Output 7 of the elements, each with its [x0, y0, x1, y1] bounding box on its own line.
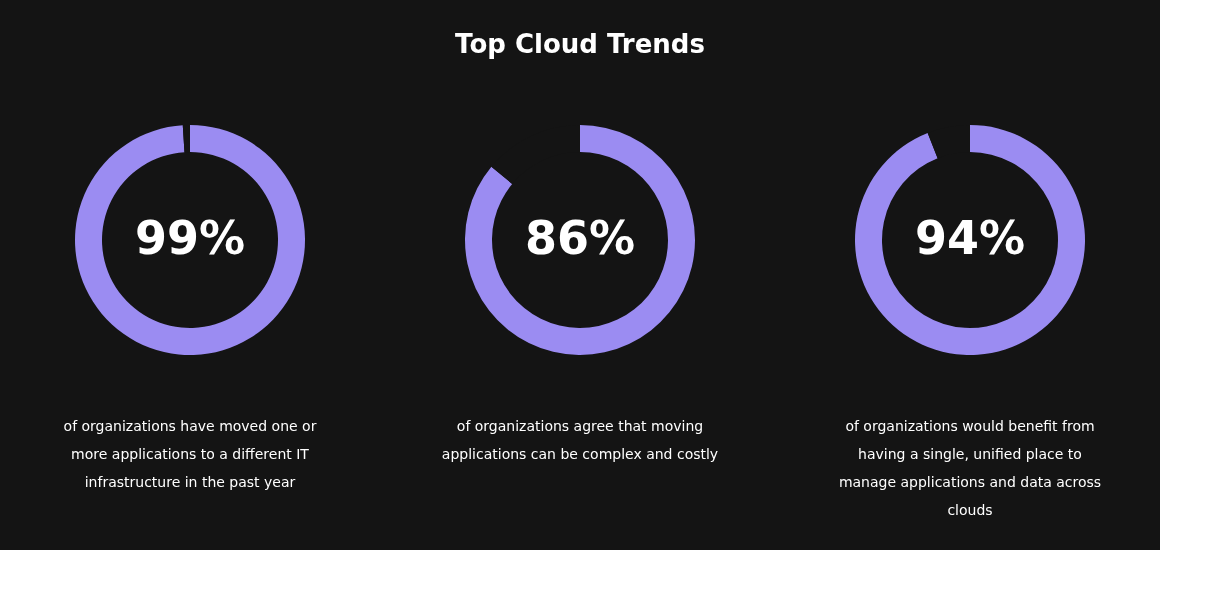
text: of organizations have moved one or more applications to a different IT infrastructure in the past year: [63, 418, 317, 490]
data-label: 86%: [524, 211, 636, 265]
text: of organizations would benefit from having a single, unified place to manage applications and data across clouds: [838, 418, 1102, 518]
text: Top Cloud Trends: [455, 29, 705, 59]
data-label: 99%: [134, 211, 246, 265]
data-label: 94%: [914, 211, 1026, 265]
text: of organizations agree that moving applications can be complex and costly: [441, 418, 719, 462]
